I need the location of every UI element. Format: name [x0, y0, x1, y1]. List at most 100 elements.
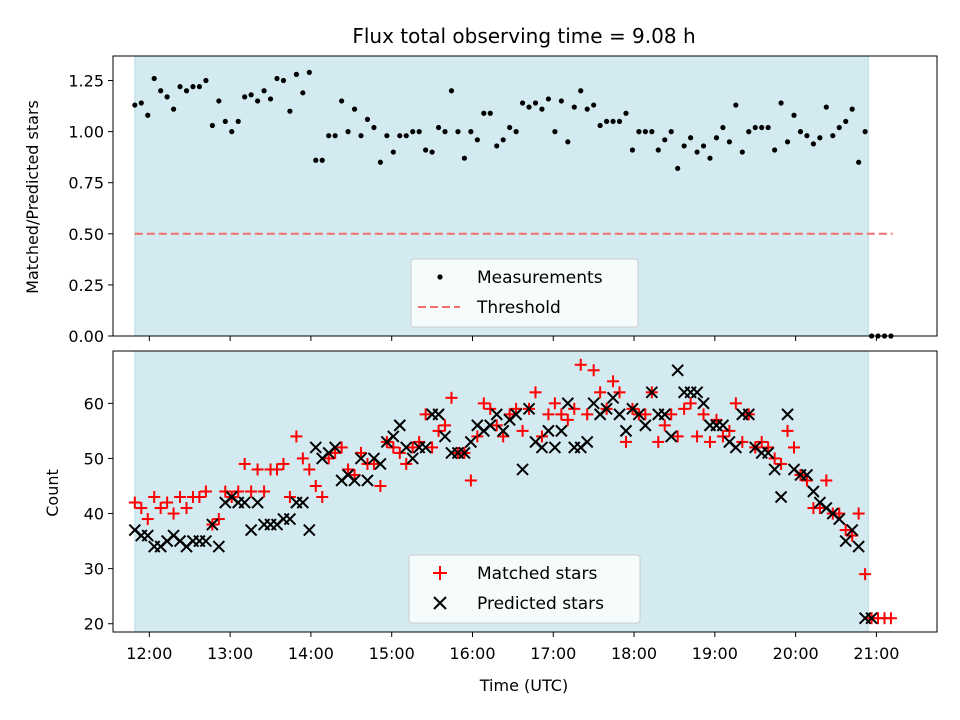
legend-matched-marker [433, 566, 447, 580]
matched-star-point [413, 435, 426, 448]
top-y-tick-label: 0.00 [68, 327, 104, 346]
matched-star-point [238, 457, 251, 470]
measurement-point [539, 106, 545, 112]
bottom-legend-box [408, 554, 641, 624]
measurement-point [403, 133, 409, 139]
predicted-star-point [374, 457, 387, 471]
matched-star-point [212, 513, 225, 526]
legend-measurements-label: Measurements [477, 268, 603, 288]
measurement-point [507, 124, 513, 131]
measurement-point [752, 124, 758, 131]
bottom-y-tick-label: 50 [84, 449, 104, 468]
matched-star-point [374, 479, 387, 492]
measurement-point [339, 98, 345, 104]
predicted-star-point [458, 446, 471, 460]
matched-star-point [755, 435, 768, 448]
predicted-star-point [697, 397, 710, 410]
bottom-x-tick-label: 16:00 [449, 644, 495, 663]
measurement-point [416, 129, 422, 135]
bottom-y-tick-label: 20 [84, 615, 104, 634]
predicted-star-point [606, 391, 620, 405]
matched-star-point [671, 430, 684, 443]
measurement-point [313, 157, 319, 163]
bottom-x-tick-label: 20:00 [773, 644, 819, 663]
measurement-point [293, 71, 299, 77]
measurement-point [177, 84, 183, 90]
predicted-star-point [613, 408, 626, 421]
predicted-star-point [774, 490, 788, 504]
measurement-point [797, 129, 804, 135]
matched-star-point [723, 424, 736, 437]
matched-star-point [464, 474, 477, 487]
predicted-star-point [406, 452, 419, 465]
measurement-point [707, 155, 713, 161]
matched-star-point [322, 452, 335, 465]
measurement-point [713, 135, 720, 141]
legend-predicted-marker [433, 596, 447, 610]
top-y-tick-label: 0.50 [68, 225, 104, 244]
predicted-star-point [839, 534, 852, 548]
matched-star-point [781, 424, 794, 437]
measurement-point [681, 143, 687, 149]
measurement-point [300, 90, 306, 96]
predicted-star-point [354, 452, 368, 465]
predicted-star-point [490, 408, 503, 421]
matched-star-point [141, 513, 154, 526]
matched-star-point [775, 457, 788, 470]
predicted-star-point [393, 419, 406, 432]
measurement-point [784, 139, 791, 145]
matched-star-point [503, 408, 516, 421]
matched-star-point [542, 408, 555, 421]
predicted-star-point [690, 386, 704, 399]
measurement-point [397, 133, 403, 139]
matched-star-point [516, 424, 529, 437]
predicted-star-point [671, 364, 684, 377]
measurement-point [248, 92, 254, 98]
matched-star-point [833, 507, 846, 520]
measurement-point [746, 129, 752, 135]
matched-star-point [561, 413, 574, 426]
matched-star-point [703, 435, 716, 448]
predicted-star-point [800, 468, 814, 482]
top-x-axis-ticks [148, 336, 877, 341]
measurement-point [390, 149, 396, 155]
measurement-point [287, 108, 293, 114]
bottom-y-tick-label: 60 [84, 394, 104, 413]
matched-star-point [884, 612, 897, 625]
matched-star-point [658, 419, 671, 432]
measurement-point [733, 102, 739, 108]
predicted-star-point [768, 463, 781, 476]
matched-star-point [613, 386, 626, 399]
matched-star-point [335, 441, 348, 454]
measurement-point [578, 88, 584, 94]
matched-star-point [800, 474, 813, 487]
measurement-point [481, 110, 487, 116]
measurement-point [836, 124, 842, 131]
measurement-point [474, 137, 480, 143]
predicted-star-point [742, 408, 755, 421]
measurement-point [849, 106, 855, 112]
matched-star-point [128, 496, 141, 509]
measurement-point [358, 133, 364, 139]
matched-star-point [251, 463, 264, 476]
matched-star-point [697, 408, 710, 421]
measurement-point [448, 88, 455, 94]
measurement-point [519, 100, 526, 106]
measurement-point [610, 118, 616, 125]
legend-measurements-marker [437, 274, 443, 280]
top-y-axis-label: Matched/Predicted stars [23, 100, 42, 294]
measurement-point [526, 104, 532, 110]
matched-star-point [290, 430, 303, 443]
measurement-point [345, 129, 351, 135]
measurement-point [158, 88, 164, 94]
bottom-x-axis-label: Time (UTC) [479, 676, 568, 695]
measurement-point [468, 129, 474, 135]
matched-star-point [348, 468, 361, 481]
predicted-star-point [600, 402, 613, 416]
measurement-point [597, 122, 603, 129]
predicted-star-point [729, 441, 743, 454]
measurement-point [487, 110, 493, 116]
matched-star-point [652, 435, 665, 448]
predicted-star-point [283, 512, 297, 526]
matched-star-point [535, 430, 548, 443]
